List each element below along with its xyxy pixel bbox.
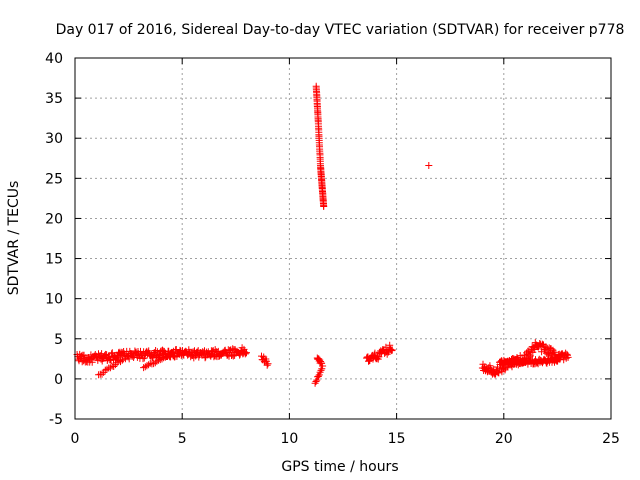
data-point [158, 355, 166, 363]
y-tick-label: 15 [45, 252, 63, 268]
y-tick-label: 25 [45, 171, 63, 187]
data-point [563, 350, 571, 358]
data-point [264, 360, 272, 368]
x-tick-label: 25 [602, 431, 620, 447]
data-point [495, 369, 503, 377]
data-point [229, 352, 237, 360]
x-tick-label: 5 [178, 431, 187, 447]
data-point [564, 353, 572, 361]
data-series [73, 82, 572, 387]
data-point [312, 378, 320, 385]
data-point [94, 356, 102, 364]
data-point [313, 376, 321, 384]
y-axis-label: SDTVAR / TECUs [6, 181, 22, 296]
chart-title: Day 017 of 2016, Sidereal Day-to-day VTE… [56, 22, 625, 38]
data-point [263, 361, 271, 369]
x-tick-label: 20 [495, 431, 513, 447]
data-point [556, 353, 563, 361]
y-tick-label: 10 [45, 292, 63, 308]
y-tick-label: 40 [45, 51, 63, 67]
data-point [163, 353, 171, 360]
data-point [317, 366, 325, 374]
y-tick-label: 20 [45, 211, 63, 227]
data-point [145, 361, 153, 369]
data-point [88, 358, 96, 366]
x-tick-label: 10 [280, 431, 298, 447]
data-point [388, 346, 396, 354]
data-point [318, 359, 326, 367]
data-point [425, 162, 433, 169]
x-axis-label: GPS time / hours [281, 459, 398, 475]
data-point [320, 203, 328, 210]
y-tick-label: 5 [54, 332, 63, 348]
data-point [388, 347, 396, 355]
data-point [103, 365, 111, 373]
data-point [542, 343, 550, 351]
y-tick-label: -5 [49, 412, 63, 428]
data-point [168, 350, 176, 358]
data-point [192, 352, 200, 360]
data-point [118, 356, 126, 364]
data-point [236, 351, 244, 359]
data-point [117, 358, 124, 366]
grid-lines [75, 58, 611, 419]
data-point [155, 356, 163, 364]
x-tick-label: 0 [71, 431, 80, 447]
x-tick-label: 15 [388, 431, 406, 447]
y-tick-label: 35 [45, 91, 63, 107]
data-point [165, 351, 173, 359]
data-point [106, 364, 114, 372]
data-point [159, 346, 166, 354]
data-point [538, 340, 546, 348]
y-tick-label: 30 [45, 131, 63, 147]
y-tick-label: 0 [54, 372, 63, 388]
data-point [386, 341, 394, 349]
data-point [555, 355, 563, 363]
data-point [170, 347, 178, 355]
data-point [241, 350, 249, 358]
data-point [311, 379, 319, 387]
data-point [315, 372, 322, 380]
data-point [243, 349, 250, 357]
data-point [316, 368, 324, 376]
data-point [153, 357, 161, 365]
plot-frame [74, 57, 612, 420]
